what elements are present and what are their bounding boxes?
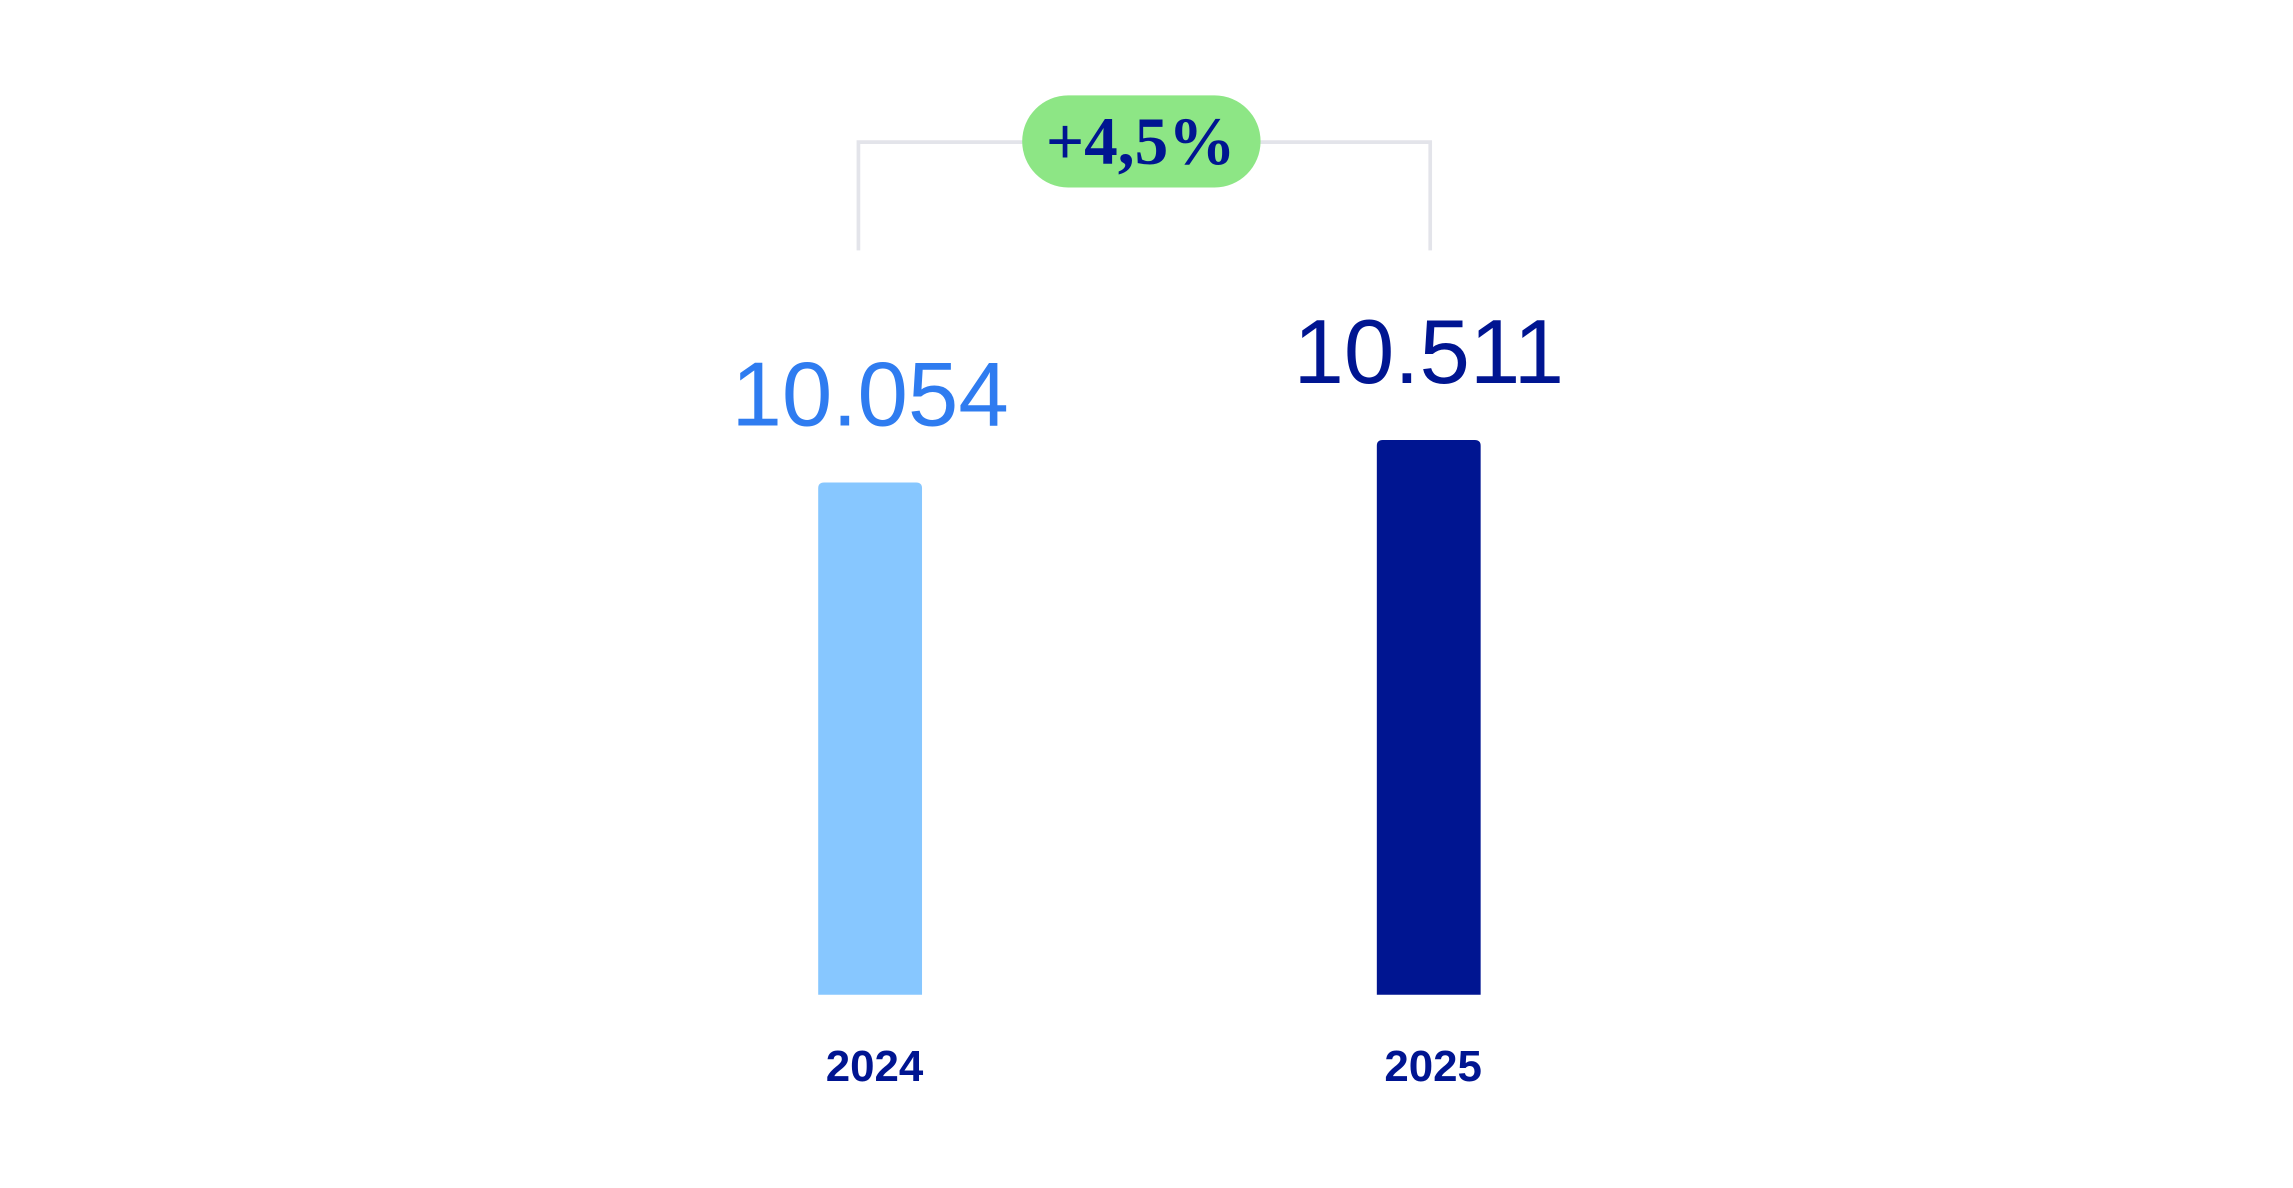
change-badge-background [1022,95,1261,188]
bar-2024 [818,482,923,995]
category-label-2024: 2024 [826,1042,924,1091]
category-label-2025: 2025 [1384,1042,1482,1091]
value-label-2024: 10.054 [731,344,1008,445]
bar-2025 [1376,440,1481,995]
value-label-2025: 10.511 [1293,302,1564,403]
change-label: +4,5% [1046,104,1236,179]
change-badge: +4,5% [1022,95,1261,188]
